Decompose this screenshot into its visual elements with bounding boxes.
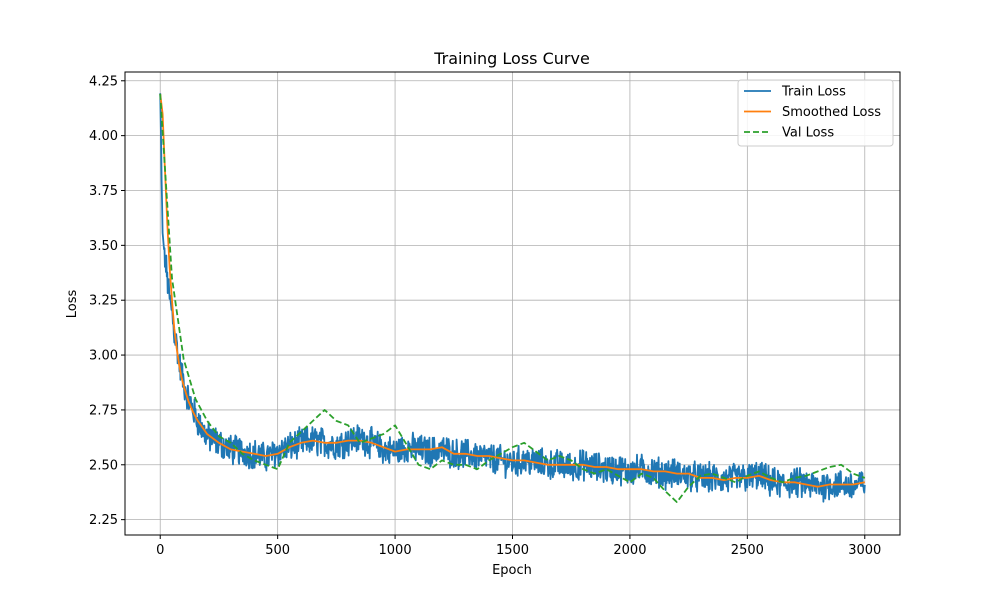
y-tick-label: 2.75 bbox=[89, 403, 118, 418]
y-tick-label: 4.00 bbox=[89, 129, 118, 144]
y-tick-label: 3.50 bbox=[89, 239, 118, 254]
x-tick-label: 1000 bbox=[379, 543, 412, 558]
y-tick-label: 3.25 bbox=[89, 294, 118, 309]
legend-label: Smoothed Loss bbox=[782, 105, 881, 120]
x-tick-label: 500 bbox=[265, 543, 290, 558]
y-tick-label: 3.75 bbox=[89, 184, 118, 199]
legend-label: Train Loss bbox=[781, 85, 846, 100]
x-tick-label: 2500 bbox=[731, 543, 764, 558]
x-tick-label: 0 bbox=[156, 543, 164, 558]
chart-title: Training Loss Curve bbox=[433, 49, 590, 68]
x-tick-label: 2000 bbox=[613, 543, 646, 558]
series-line-val-loss bbox=[159, 93, 866, 503]
series-line-smoothed-loss bbox=[159, 93, 865, 488]
legend: Train Loss Smoothed Loss Val Loss bbox=[737, 79, 894, 147]
y-tick-label: 3.00 bbox=[89, 349, 118, 364]
y-tick-label: 4.25 bbox=[89, 74, 118, 89]
legend-label: Val Loss bbox=[782, 126, 834, 141]
y-axis-label: Loss bbox=[65, 290, 80, 319]
x-axis-label: Epoch bbox=[492, 563, 532, 578]
y-tick-label: 2.50 bbox=[89, 458, 118, 473]
x-tick-label: 1500 bbox=[496, 543, 529, 558]
x-axis-ticks: 0 500 1000 1500 2000 2500 3000 bbox=[156, 535, 881, 558]
y-axis-ticks: 2.25 2.50 2.75 3.00 3.25 3.50 3.75 4.00 4.25 bbox=[89, 74, 125, 528]
legend-box bbox=[737, 79, 894, 147]
y-tick-label: 2.25 bbox=[89, 513, 118, 528]
series-layer bbox=[159, 93, 866, 503]
x-tick-label: 3000 bbox=[848, 543, 881, 558]
